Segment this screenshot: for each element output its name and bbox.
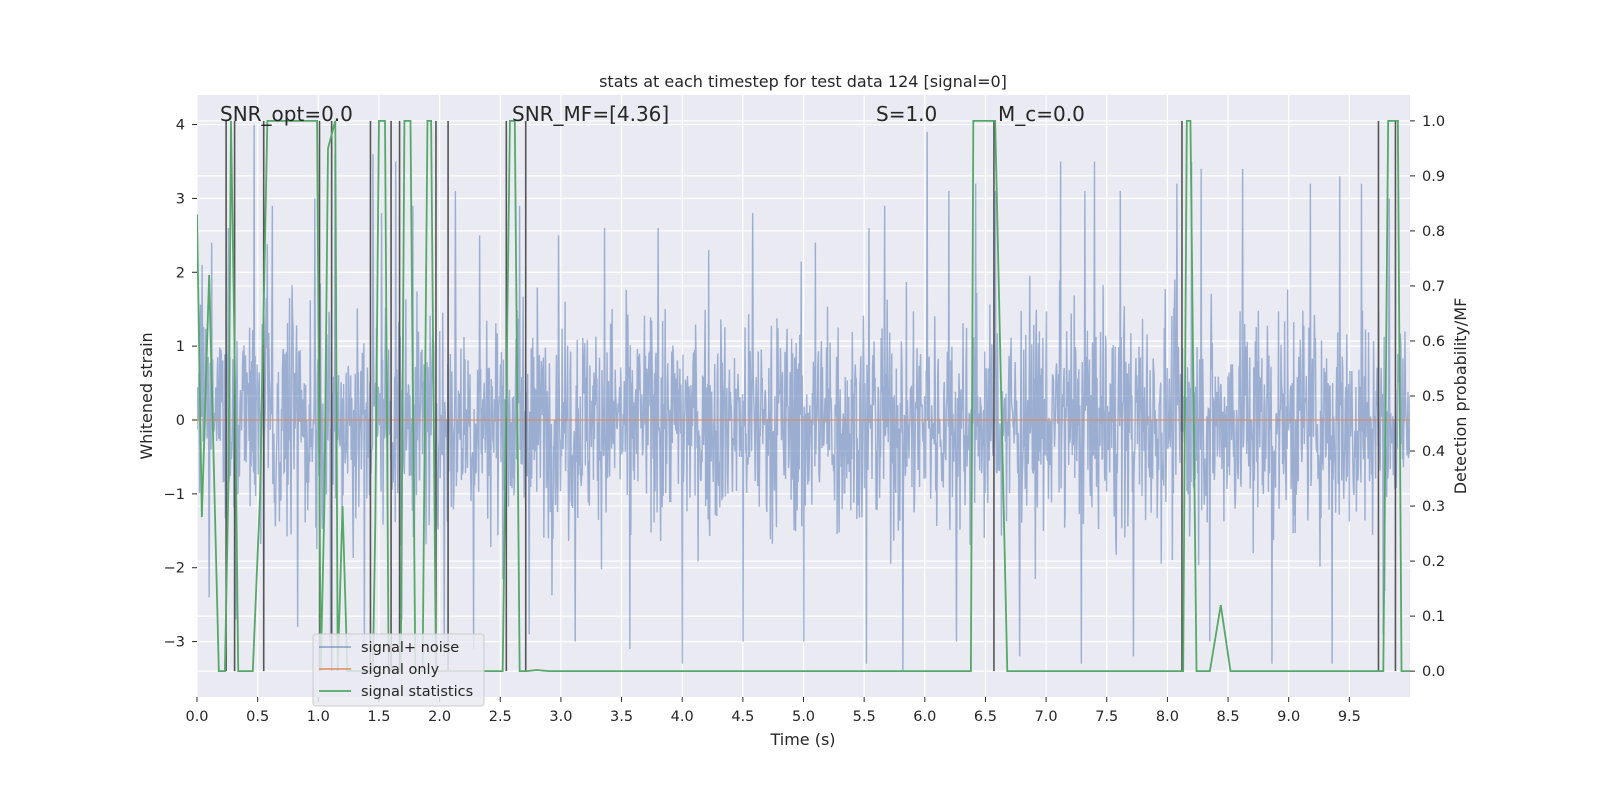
- x-tick-label: 2.0: [428, 709, 451, 725]
- chart-title: stats at each timestep for test data 124…: [599, 72, 1007, 91]
- legend-box: [312, 633, 485, 707]
- statistics-series-line: [197, 119, 1410, 673]
- x-tick-label: 9.0: [1277, 709, 1300, 725]
- y2-tick-label: 0.4: [1422, 444, 1445, 460]
- y-tick-label: −3: [164, 635, 185, 651]
- x-tick-label: 4.0: [671, 709, 694, 725]
- x-tick-label: 9.5: [1338, 709, 1361, 725]
- y2-tick-label: 0.6: [1422, 334, 1445, 350]
- x-tick-label: 5.0: [792, 709, 815, 725]
- x-tick-label: 1.5: [367, 709, 390, 725]
- x-tick-label: 4.5: [731, 709, 754, 725]
- legend: signal+ noise signal only signal statistic…: [312, 633, 485, 707]
- x-tick-label: 5.5: [853, 709, 876, 725]
- y2-tick-label: 0.9: [1422, 169, 1445, 185]
- y-tick-label: 1: [176, 339, 185, 355]
- axes-layer: 0.0 0.5 1.0 1.5 2.0 2.5 3.0 3.5 4.0 4.5 5.0 5.5 6.0 6…: [164, 114, 1445, 725]
- x-tick-label: 7.0: [1035, 709, 1058, 725]
- x-tick-label: 3.5: [610, 709, 633, 725]
- legend-label: signal+ noise: [361, 640, 459, 656]
- y2-tick-label: 0.2: [1422, 554, 1445, 570]
- x-tick-label: 3.0: [549, 709, 572, 725]
- x-tick-label: 8.5: [1217, 709, 1240, 725]
- annotation-layer: SNR_opt=0.0 SNR_MF=[4.36] S=1.0 M_c=0.0: [220, 102, 1085, 126]
- x-tick-label: 6.5: [974, 709, 997, 725]
- x-tick-label: 1.0: [307, 709, 330, 725]
- annotation-text: S=1.0: [876, 102, 937, 126]
- y-tick-label: −2: [164, 561, 185, 577]
- y2-tick-label: 0.8: [1422, 224, 1445, 240]
- y2-axis-label: Detection probability/MF: [1451, 298, 1470, 495]
- x-axis-label: Time (s): [769, 730, 835, 749]
- y-tick-label: −1: [164, 487, 185, 503]
- y-tick-label: 2: [176, 265, 185, 281]
- y2-tick-label: 0.0: [1422, 664, 1445, 680]
- x-tick-label: 6.0: [913, 709, 936, 725]
- y-tick-label: 3: [176, 191, 185, 207]
- annotation-text: M_c=0.0: [998, 102, 1085, 126]
- x-tick-label: 2.5: [489, 709, 512, 725]
- x-tick-label: 0.0: [185, 709, 208, 725]
- y2-tick-label: 0.3: [1422, 499, 1445, 515]
- annotation-text: SNR_MF=[4.36]: [512, 102, 669, 126]
- y-tick-label: 4: [176, 118, 185, 134]
- x-tick-label: 8.0: [1156, 709, 1179, 725]
- y2-tick-label: 0.5: [1422, 389, 1445, 405]
- statistics-series-layer: [197, 119, 1410, 673]
- plot-area: [197, 119, 1410, 673]
- legend-label: signal only: [361, 662, 440, 678]
- y2-tick-label: 0.7: [1422, 279, 1445, 295]
- y2-tick-label: 1.0: [1422, 114, 1445, 130]
- x-tick-label: 7.5: [1095, 709, 1118, 725]
- x-tick-label: 0.5: [246, 709, 269, 725]
- y2-tick-label: 0.1: [1422, 609, 1445, 625]
- y-tick-label: 0: [176, 413, 185, 429]
- legend-label: signal statistics: [361, 684, 473, 700]
- y-axis-label: Whitened strain: [137, 332, 156, 459]
- annotation-text: SNR_opt=0.0: [220, 102, 353, 126]
